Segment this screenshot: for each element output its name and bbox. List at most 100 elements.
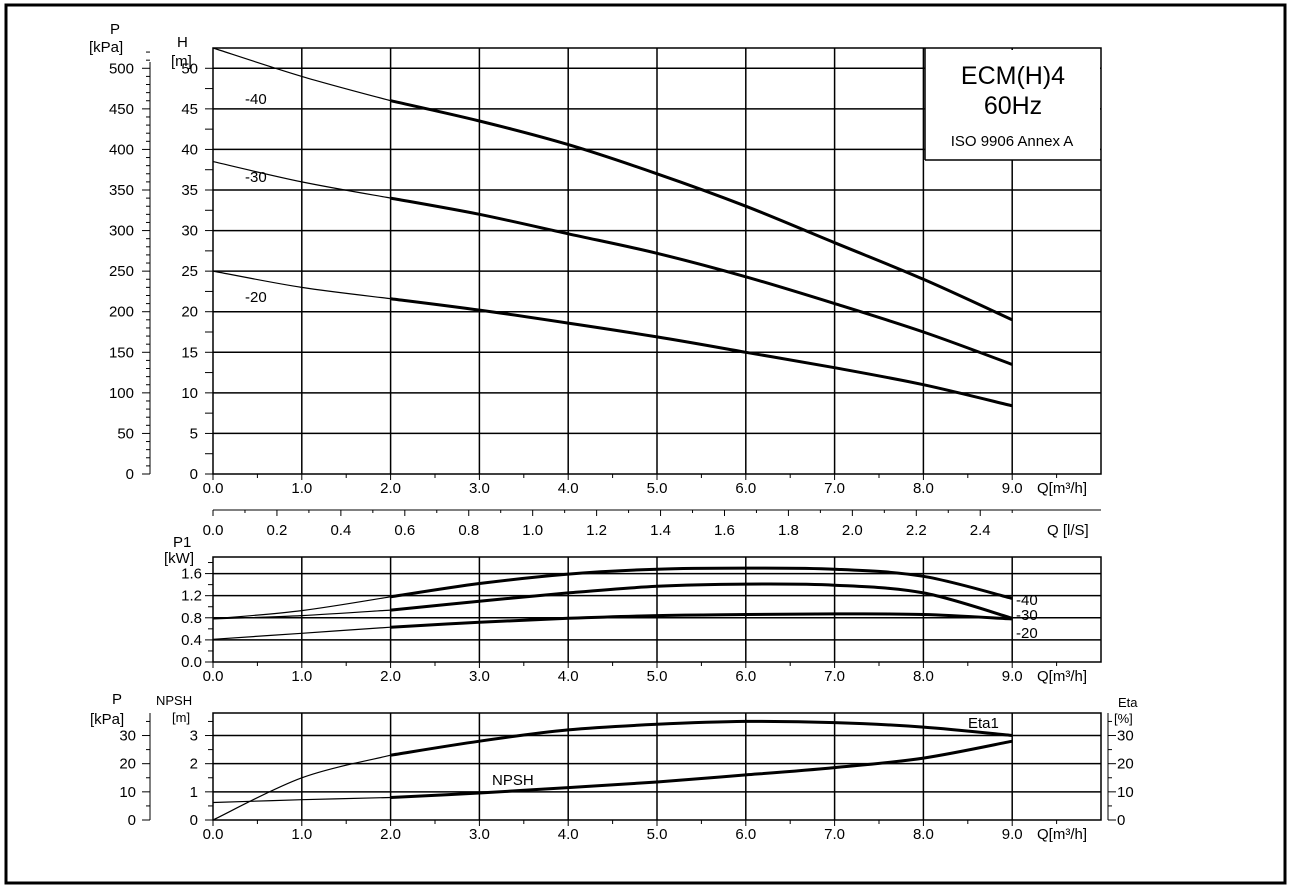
head-x-tick-label: 3.0 [469,480,490,497]
head-curve-minus40-thin [212,47,391,102]
npsh-y-axis-title: NPSH [156,693,192,708]
head-curve-minus30-thin [212,161,391,199]
head-p-tick-label: 250 [109,263,134,280]
head-y-axis-title: H [177,34,188,51]
head-p-tick-label: 300 [109,223,134,240]
head-p-tick-label: 200 [109,304,134,321]
eta-axis-unit: [%] [1114,711,1133,726]
power-y-axis-title: P1 [173,534,191,551]
eta-tick-label: 0 [1117,812,1125,829]
npsh-x-tick-label: 6.0 [735,826,756,843]
title-box [925,50,1100,160]
head-ls-tick-label: 0.2 [267,522,288,539]
head-x-tick-label: 8.0 [913,480,934,497]
chart-title: ECM(H)4 [961,62,1065,90]
eta-series-label: Eta1 [968,715,999,732]
npsh-y-tick-label: 2 [190,756,198,773]
head-ls-tick-label: 2.2 [906,522,927,539]
power-x-tick-label: 1.0 [291,668,312,685]
head-ls-tick-label: 0.0 [203,522,224,539]
power-y-tick-label: 1.2 [181,588,202,605]
power-y-tick-label: 1.6 [181,566,202,583]
power-x-axis-label: Q[m³/h] [1037,668,1087,685]
npsh-x-tick-label: 8.0 [913,826,934,843]
npsh-y-tick-label: 0 [190,812,198,829]
head-p-axis-unit: [kPa] [89,39,123,56]
npsh-p-tick-label: 10 [119,784,136,801]
eta-axis-title: Eta [1118,695,1138,710]
npsh-p-tick-label: 30 [119,728,136,745]
npsh-curve-thin [212,796,391,804]
npsh-y-axis-unit: [m] [172,710,190,725]
head-ls-tick-label: 0.8 [458,522,479,539]
power-x-tick-label: 9.0 [1002,668,1023,685]
npsh-series-label: NPSH [492,772,534,789]
head-curve-minus40 [390,99,1013,322]
npsh-x-tick-label: 2.0 [380,826,401,843]
head-series-label: -40 [245,91,267,108]
head-series-label: -30 [245,169,267,186]
npsh-x-tick-label: 4.0 [558,826,579,843]
head-curve-minus20 [390,297,1013,408]
npsh-x-tick-label: 7.0 [824,826,845,843]
npsh-x-tick-label: 0.0 [203,826,224,843]
power-x-tick-label: 0.0 [203,668,224,685]
head-x-tick-label: 7.0 [824,480,845,497]
eta-tick-label: 20 [1117,756,1134,773]
power-y-tick-label: 0.0 [181,654,202,671]
npsh-p-axis-unit: [kPa] [90,711,124,728]
head-y-tick-label: 0 [190,466,198,483]
eta-curve [390,719,1013,757]
head-y-tick-label: 45 [181,101,198,118]
power-y-tick-label: 0.4 [181,632,202,649]
npsh-y-tick-label: 1 [190,784,198,801]
head-ls-tick-label: 1.8 [778,522,799,539]
head-curve-minus20-thin [212,270,391,300]
npsh-x-tick-label: 5.0 [647,826,668,843]
head-y-tick-label: 10 [181,385,198,402]
power-series-label: -20 [1016,625,1038,642]
power-x-tick-label: 3.0 [469,668,490,685]
power-x-tick-label: 4.0 [558,668,579,685]
head-p-tick-label: 0 [126,466,134,483]
head-x-tick-label: 1.0 [291,480,312,497]
head-ls-axis-label: Q [l/S] [1047,522,1089,539]
head-y-tick-label: 50 [181,60,198,77]
head-p-tick-label: 100 [109,385,134,402]
eta-tick-label: 10 [1117,784,1134,801]
head-x-tick-label: 9.0 [1002,480,1023,497]
power-curve-minus20-thin [212,626,391,640]
head-p-tick-label: 350 [109,182,134,199]
eta-tick-label: 30 [1117,728,1134,745]
head-y-tick-label: 20 [181,304,198,321]
head-ls-tick-label: 1.6 [714,522,735,539]
head-p-tick-label: 500 [109,60,134,77]
power-curve-minus40 [390,566,1013,600]
head-y-tick-label: 25 [181,263,198,280]
power-curve-minus30-thin [212,609,391,620]
power-series-label: -30 [1016,607,1038,624]
head-y-tick-label: 5 [190,425,198,442]
power-y-axis-unit: [kW] [164,550,194,567]
head-curve-minus30 [390,196,1013,366]
power-curve-minus40-thin [212,596,391,620]
power-curve-minus20 [390,612,1013,629]
head-ls-tick-label: 2.4 [970,522,991,539]
head-y-tick-label: 15 [181,344,198,361]
head-ls-tick-label: 1.0 [522,522,543,539]
npsh-x-tick-label: 9.0 [1002,826,1023,843]
chart-subtitle: 60Hz [984,92,1042,120]
head-p-tick-label: 50 [117,425,134,442]
head-p-tick-label: 150 [109,344,134,361]
head-x-tick-label: 2.0 [380,480,401,497]
head-p-axis-title: P [110,21,120,38]
power-x-tick-label: 7.0 [824,668,845,685]
head-ls-tick-label: 2.0 [842,522,863,539]
power-x-tick-label: 8.0 [913,668,934,685]
npsh-x-tick-label: 1.0 [291,826,312,843]
head-series-label: -20 [245,289,267,306]
chart-standard-note: ISO 9906 Annex A [951,133,1074,150]
npsh-curve [390,739,1013,799]
